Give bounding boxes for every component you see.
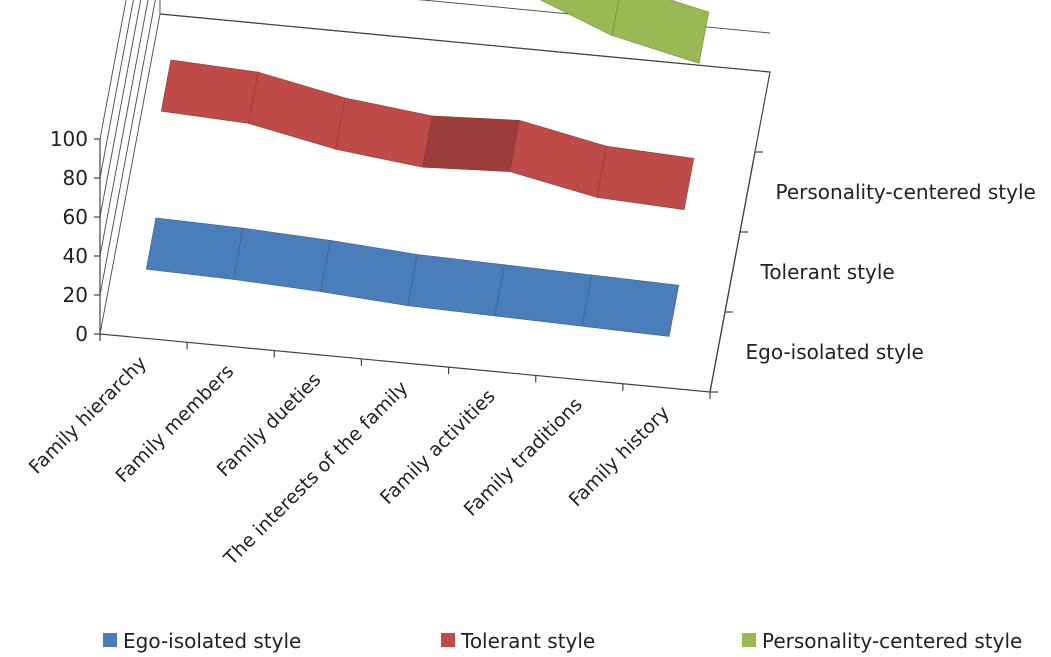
x-category-label: Family history — [565, 402, 674, 511]
line-segment — [335, 97, 433, 168]
legend-swatch — [742, 633, 756, 647]
y-tick-labels: 0 20 40 60 80 100 — [50, 127, 100, 346]
depth-axis-labels: Ego-isolated style Tolerant style Personal… — [709, 151, 1036, 393]
side-gridline — [99, 0, 127, 140]
line-segment — [145, 217, 244, 280]
legend-label: Tolerant style — [460, 629, 595, 653]
line-segment — [581, 274, 680, 337]
line-segment — [320, 240, 418, 307]
line-segment — [248, 71, 346, 150]
depth-axis-label: Ego-isolated style — [746, 340, 924, 364]
depth-axis-label: Tolerant style — [760, 260, 895, 284]
y-tick-label: 60 — [63, 205, 88, 229]
x-category-label: The interests of the family — [219, 377, 412, 570]
y-tick-label: 80 — [63, 166, 88, 190]
line-segment — [509, 120, 607, 198]
series-ego-isolated-styleribbon — [145, 217, 680, 337]
legend: Ego-isolated style Tolerant style Personal… — [103, 629, 1022, 653]
line-segment — [596, 145, 695, 210]
line-segment — [539, 0, 619, 36]
series-personality-centered-styleribbon — [539, 0, 710, 64]
y-tick-label: 40 — [63, 244, 88, 268]
line-segment — [422, 115, 520, 172]
series-ribbons — [145, 0, 710, 337]
legend-label: Ego-isolated style — [123, 629, 301, 653]
side-gridline — [99, 13, 161, 335]
depth-axis-label: Personality-centered style — [776, 180, 1036, 204]
legend-swatch — [103, 633, 117, 647]
side-gridline — [99, 0, 142, 218]
side-gridline — [99, 0, 134, 179]
series-tolerant-styleribbon — [160, 59, 695, 210]
side-gridline — [99, 0, 149, 257]
x-axis-line — [99, 333, 711, 393]
legend-label: Personality-centered style — [762, 629, 1022, 653]
line-segment — [160, 59, 259, 124]
y-tick-label: 0 — [75, 322, 88, 346]
line-segment — [233, 227, 331, 292]
line-segment — [494, 264, 592, 327]
line-segment — [407, 254, 505, 317]
legend-swatch — [441, 633, 455, 647]
y-tick-label: 20 — [63, 283, 88, 307]
y-tick-label: 100 — [50, 127, 88, 151]
depth-axis-line — [709, 151, 756, 393]
line-segment — [611, 0, 710, 64]
side-gridline — [99, 0, 156, 296]
